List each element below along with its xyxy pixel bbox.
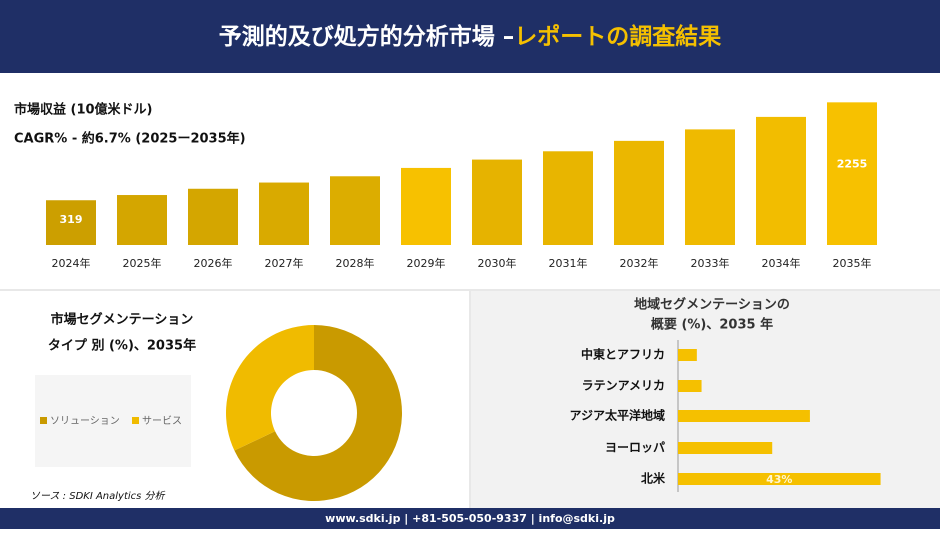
legend-label: サービス (142, 415, 182, 427)
x-tick-label: 2031年 (549, 256, 588, 270)
chart-title: 市場セグメンテーション (51, 312, 194, 328)
bar (330, 176, 380, 245)
chart-subtitle: 概要 (%)、2035 年 (651, 317, 773, 333)
x-tick-label: 2033年 (691, 256, 730, 270)
bar (188, 188, 238, 245)
bar (678, 410, 810, 422)
bar (678, 473, 881, 485)
bar (685, 129, 735, 245)
value-label: 43% (766, 473, 792, 486)
source: ソース : SDKI Analytics 分析 (30, 490, 166, 502)
x-tick-label: 2026年 (194, 256, 233, 270)
y-tick-label: 中東とアフリカ (581, 347, 665, 362)
legend-swatch (132, 417, 139, 424)
x-tick-label: 2025年 (123, 256, 162, 270)
x-tick-label: 2027年 (265, 256, 304, 270)
x-tick-label: 2034年 (762, 256, 801, 270)
bar (472, 159, 522, 245)
bar (46, 200, 96, 245)
bar (678, 380, 702, 392)
region-panel (471, 291, 940, 508)
chart-title: 市場収益 (10億米ドル) (14, 102, 153, 118)
legend-label: ソリューション (50, 416, 120, 427)
legend-swatch (40, 417, 47, 424)
bar (401, 167, 451, 245)
bar (543, 151, 593, 245)
value-label: 319 (60, 213, 83, 226)
x-tick-label: 2024年 (52, 256, 91, 270)
bar (117, 195, 167, 245)
x-tick-label: 2032年 (620, 256, 659, 270)
bar (827, 102, 877, 246)
chart-title: 地域セグメンテーションの (634, 297, 790, 313)
chart-subtitle: CAGR% - 約6.7% (2025ー2035年) (14, 131, 246, 147)
y-tick-label: ヨーロッパ (605, 441, 665, 455)
y-tick-label: アジア太平洋地域 (569, 408, 665, 423)
bar (614, 140, 664, 245)
title-accent: レポートの調査結果 (514, 23, 721, 50)
header-bar (0, 0, 940, 73)
x-tick-label: 2035年 (833, 256, 872, 270)
title-main: 予測的及び処方的分析市場 – (219, 23, 515, 50)
bar (756, 116, 806, 245)
footer: www.sdki.jp | +81-505-050-9337 | info@sd… (325, 512, 615, 525)
value-label: 2255 (837, 157, 868, 170)
y-tick-label: 北米 (641, 471, 666, 486)
x-tick-label: 2029年 (407, 256, 446, 270)
x-tick-label: 2030年 (478, 256, 517, 270)
footer-bar (0, 508, 940, 529)
chart-subtitle: タイプ 別 (%)、2035年 (48, 338, 196, 354)
bar (259, 182, 309, 245)
header-title: 予測的及び処方的分析市場 –レポートの調査結果 (219, 23, 722, 50)
bar (678, 349, 697, 361)
y-tick-label: ラテンアメリカ (582, 379, 665, 393)
donut-slice (226, 325, 314, 451)
x-tick-label: 2028年 (336, 256, 375, 270)
legend-box (35, 375, 191, 467)
bar (678, 442, 773, 454)
donut-slice (234, 325, 403, 501)
